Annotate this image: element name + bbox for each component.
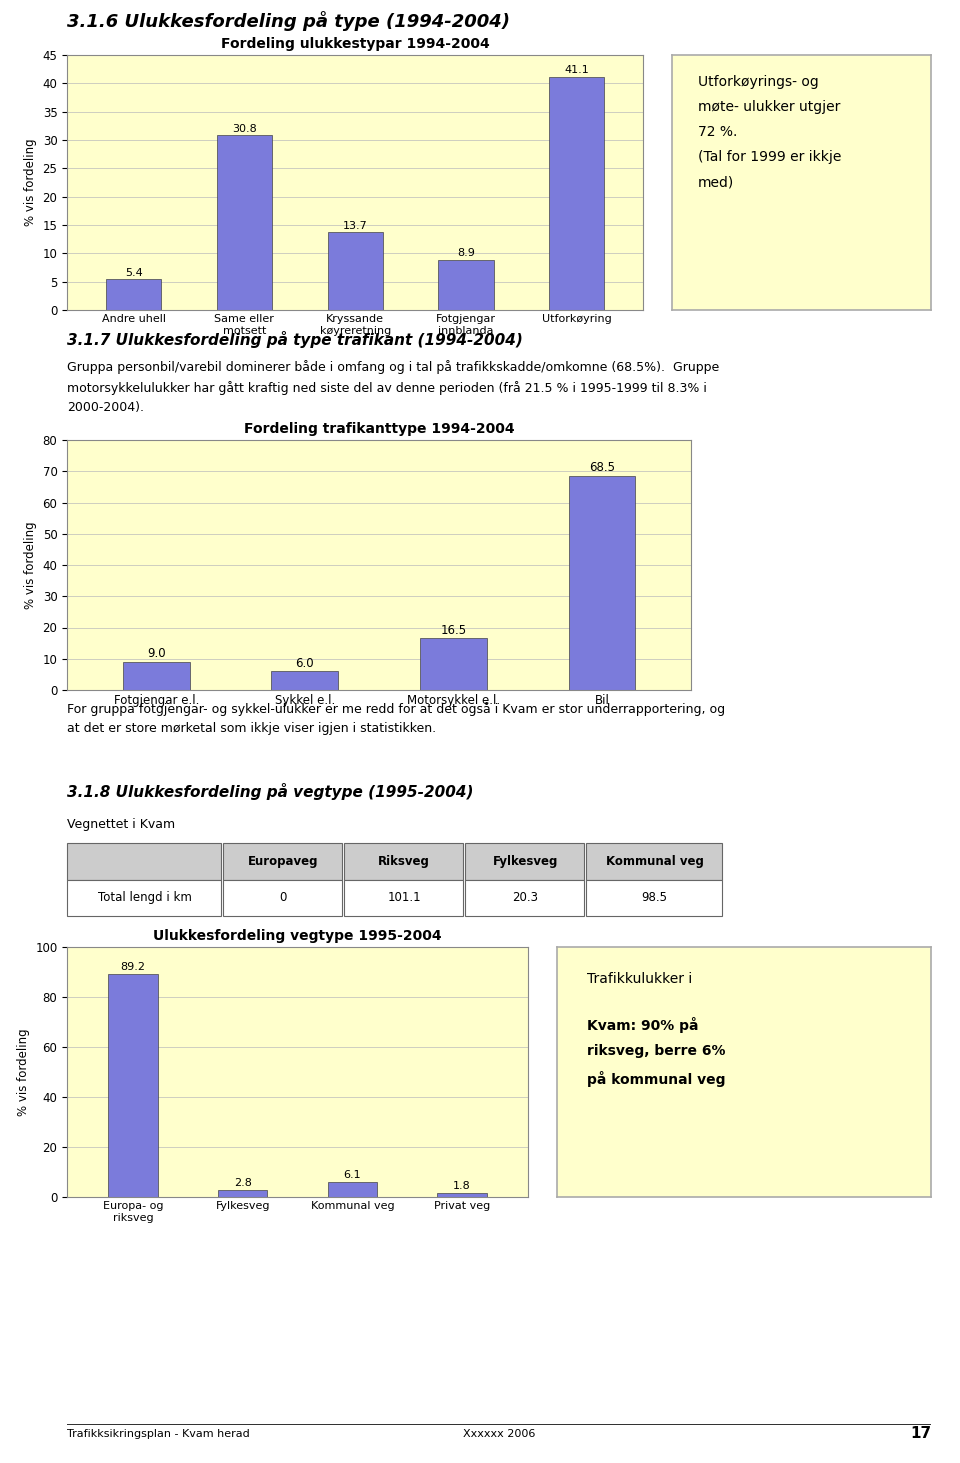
Text: 101.1: 101.1 — [387, 891, 421, 904]
Text: 16.5: 16.5 — [441, 623, 467, 636]
Text: 98.5: 98.5 — [641, 891, 668, 904]
Text: Kvam: 90% på
riksveg, berre 6%
på kommunal veg: Kvam: 90% på riksveg, berre 6% på kommun… — [587, 1017, 725, 1087]
Bar — [568, 475, 636, 691]
Text: Fylkesveg: Fylkesveg — [492, 854, 558, 868]
Text: 6.0: 6.0 — [296, 657, 314, 670]
Bar — [223, 843, 342, 879]
Bar — [223, 879, 342, 916]
Bar — [106, 279, 161, 310]
Bar — [465, 879, 584, 916]
Bar — [465, 843, 584, 879]
Text: 6.1: 6.1 — [344, 1170, 361, 1179]
Text: 9.0: 9.0 — [147, 647, 166, 660]
Text: 1.8: 1.8 — [453, 1181, 471, 1191]
Bar — [272, 672, 338, 691]
Title: Fordeling ulukkestypar 1994-2004: Fordeling ulukkestypar 1994-2004 — [221, 37, 490, 51]
Title: Fordeling trafikanttype 1994-2004: Fordeling trafikanttype 1994-2004 — [244, 421, 515, 436]
Bar — [108, 974, 157, 1197]
Bar — [438, 1192, 487, 1197]
Text: 41.1: 41.1 — [564, 66, 589, 76]
Bar — [123, 661, 190, 691]
Text: 3.1.7 Ulukkesfordeling på type trafikant (1994-2004): 3.1.7 Ulukkesfordeling på type trafikant… — [67, 332, 523, 348]
Text: 30.8: 30.8 — [232, 124, 257, 133]
Text: Utforkøyrings- og
møte- ulukker utgjer
72 %.
(Tal for 1999 er ikkje
med): Utforkøyrings- og møte- ulukker utgjer 7… — [698, 76, 841, 189]
Text: 3.1.6 Ulukkesfordeling på type (1994-2004): 3.1.6 Ulukkesfordeling på type (1994-200… — [67, 12, 510, 31]
Text: 89.2: 89.2 — [121, 963, 146, 971]
Text: 13.7: 13.7 — [343, 221, 368, 231]
Text: 68.5: 68.5 — [589, 461, 615, 474]
Text: 5.4: 5.4 — [125, 268, 142, 278]
Text: Xxxxxx 2006: Xxxxxx 2006 — [463, 1429, 536, 1440]
Bar — [67, 843, 221, 879]
Text: 3.1.8 Ulukkesfordeling på vegtype (1995-2004): 3.1.8 Ulukkesfordeling på vegtype (1995-… — [67, 784, 473, 800]
Text: Vegnettet i Kvam: Vegnettet i Kvam — [67, 818, 176, 831]
Bar — [327, 233, 383, 310]
Text: Riksveg: Riksveg — [378, 854, 430, 868]
Text: 20.3: 20.3 — [512, 891, 539, 904]
Bar — [586, 879, 722, 916]
Text: Trafikkulukker i: Trafikkulukker i — [587, 971, 692, 986]
Text: Kommunal veg: Kommunal veg — [606, 854, 704, 868]
Bar — [549, 78, 605, 310]
Text: 17: 17 — [910, 1426, 931, 1441]
Text: For gruppa fotgjengar- og sykkel-ulukker er me redd for at det også i Kvam er st: For gruppa fotgjengar- og sykkel-ulukker… — [67, 702, 726, 734]
Bar — [439, 259, 493, 310]
Y-axis label: % vis fordeling: % vis fordeling — [24, 139, 37, 227]
Text: 8.9: 8.9 — [457, 247, 475, 257]
Bar — [67, 879, 221, 916]
Bar — [344, 843, 463, 879]
Text: Gruppa personbil/varebil dominerer både i omfang og i tal på trafikkskadde/omkom: Gruppa personbil/varebil dominerer både … — [67, 360, 719, 414]
Bar — [217, 136, 272, 310]
Y-axis label: % vis fordeling: % vis fordeling — [24, 521, 37, 609]
Bar — [420, 638, 487, 691]
Text: 2.8: 2.8 — [234, 1178, 252, 1188]
Bar — [218, 1189, 268, 1197]
Bar — [344, 879, 463, 916]
Bar — [586, 843, 722, 879]
Text: Europaveg: Europaveg — [248, 854, 319, 868]
Title: Ulukkesfordeling vegtype 1995-2004: Ulukkesfordeling vegtype 1995-2004 — [154, 929, 442, 944]
Bar — [327, 1182, 377, 1197]
Text: Total lengd i km: Total lengd i km — [98, 891, 192, 904]
Text: Trafikksikringsplan - Kvam herad: Trafikksikringsplan - Kvam herad — [67, 1429, 250, 1440]
Y-axis label: % vis fordeling: % vis fordeling — [16, 1028, 30, 1116]
Text: 0: 0 — [279, 891, 287, 904]
